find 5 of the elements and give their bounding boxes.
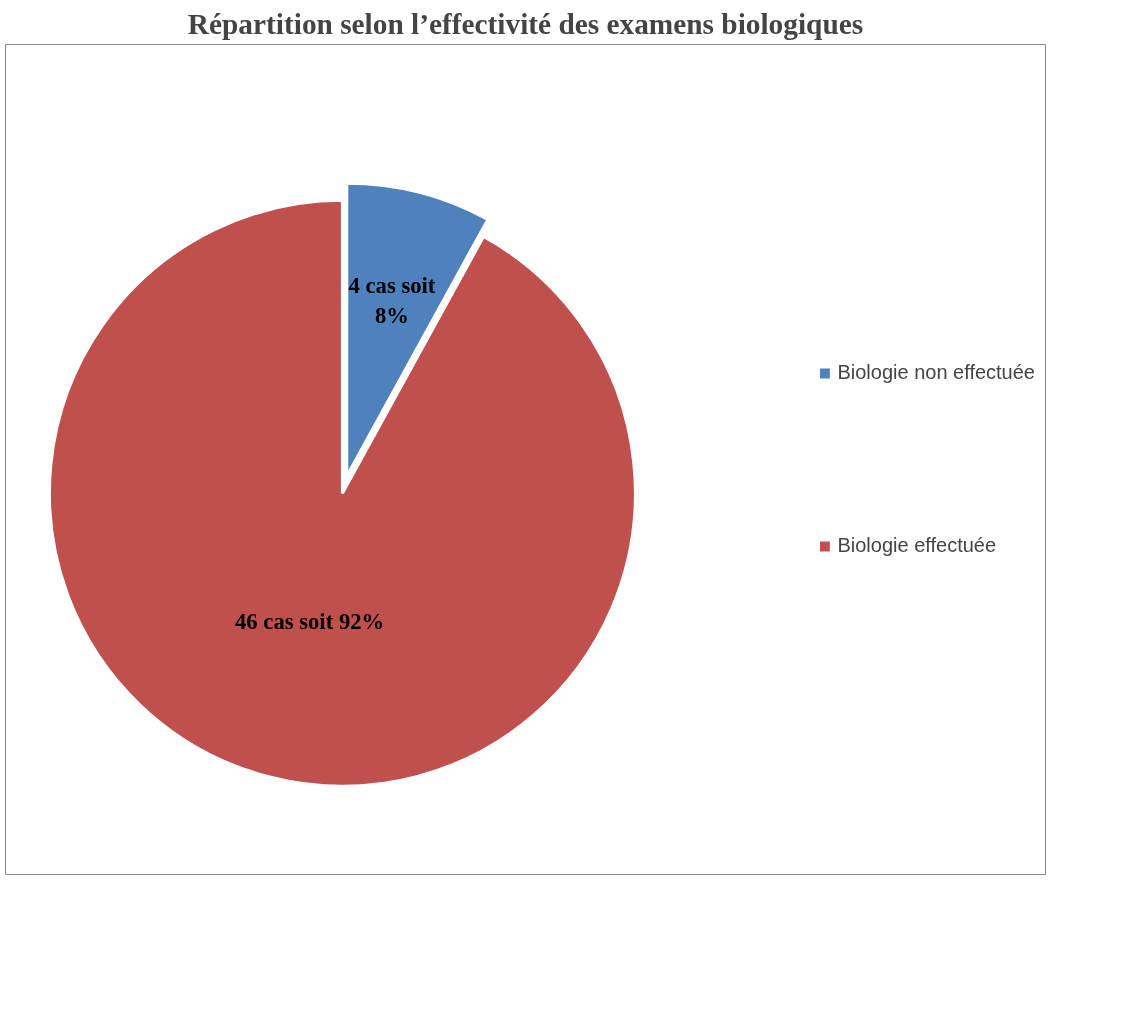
data-label: 4 cas soit 8%	[348, 272, 436, 328]
data-label: 46 cas soit 92%	[235, 608, 385, 634]
chart-title: Répartition selon l’effectivité des examens biologiques	[187, 7, 864, 40]
legend-label: Biologie effectuée	[837, 534, 997, 557]
legend-label: Biologie non effectuée	[837, 361, 1035, 384]
